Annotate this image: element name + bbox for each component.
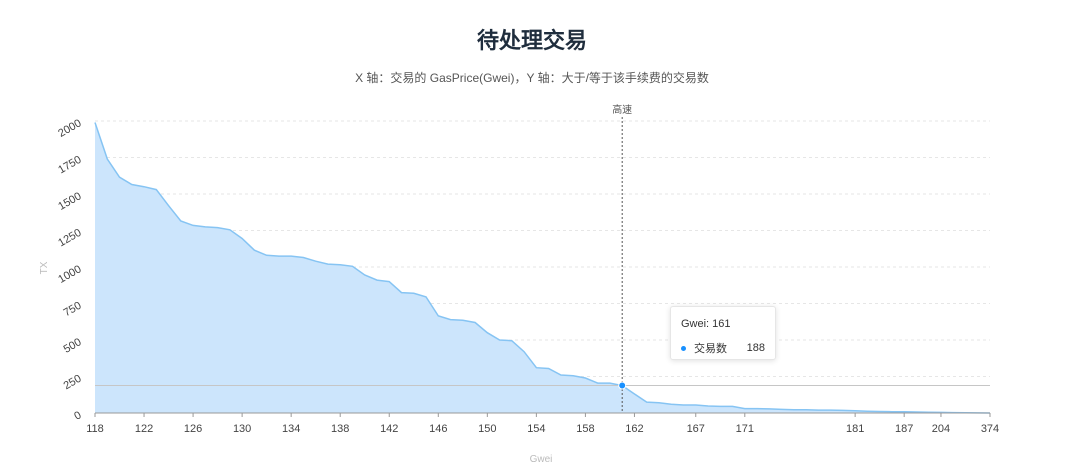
tooltip-series-name: 交易数: [694, 343, 727, 355]
x-tick-label: 146: [429, 423, 447, 435]
x-tick-label: 150: [478, 423, 496, 435]
y-tick-label: 2000: [56, 117, 83, 140]
x-tick-label: 374: [981, 423, 999, 435]
y-tick-label: 250: [62, 373, 84, 393]
y-tick-label: 1500: [56, 190, 83, 213]
series-line: [94, 122, 991, 414]
x-tick-label: 181: [846, 423, 864, 435]
x-tick-label: 130: [233, 423, 251, 435]
grid-lines: [95, 120, 990, 377]
y-tick-label: 0: [72, 409, 83, 422]
y-axis: 0 250 500 750 1000 1250 1500 1750 2000: [56, 117, 83, 422]
chart-title: 待处理交易: [477, 28, 587, 53]
tooltip-row: 交易数 188: [681, 340, 765, 356]
x-tick-label: 167: [687, 423, 705, 435]
x-tick-label: 204: [932, 423, 950, 435]
y-tick-label: 1750: [56, 154, 83, 177]
y-tick-label: 1250: [56, 227, 83, 250]
x-tick-label: 134: [282, 423, 300, 435]
y-tick-label: 750: [62, 300, 84, 320]
tooltip-series-dot: [681, 345, 686, 351]
tooltip-value: 188: [746, 342, 765, 354]
x-tick-label: 158: [576, 423, 594, 435]
x-tick-label: 126: [184, 423, 202, 435]
x-tick-label: 171: [736, 423, 754, 435]
chart-subtitle: X 轴：交易的 GasPrice(Gwei)，Y 轴：大于/等于该手续费的交易数: [355, 70, 709, 85]
markline-label: 高速: [612, 103, 632, 116]
x-tick-label: 118: [86, 423, 104, 435]
tooltip-title: Gwei: 161: [681, 318, 731, 330]
y-axis-label: TX: [39, 261, 50, 274]
x-axis-label: Gwei: [530, 454, 553, 464]
area-fill: [95, 122, 990, 413]
x-axis: 118 122 126 130 134 138 142 146 150 154 158 162 167 1…: [86, 413, 999, 435]
y-tick-label: 1000: [56, 263, 83, 286]
x-tick-label: 122: [135, 423, 153, 435]
x-tick-label: 187: [895, 423, 913, 435]
x-tick-label: 154: [527, 423, 545, 435]
tooltip: Gwei: 161 交易数 188: [670, 306, 776, 360]
x-tick-label: 162: [625, 423, 643, 435]
y-tick-label: 500: [62, 336, 84, 356]
x-tick-label: 138: [331, 423, 349, 435]
hover-point[interactable]: [618, 381, 627, 390]
x-tick-label: 142: [380, 423, 398, 435]
